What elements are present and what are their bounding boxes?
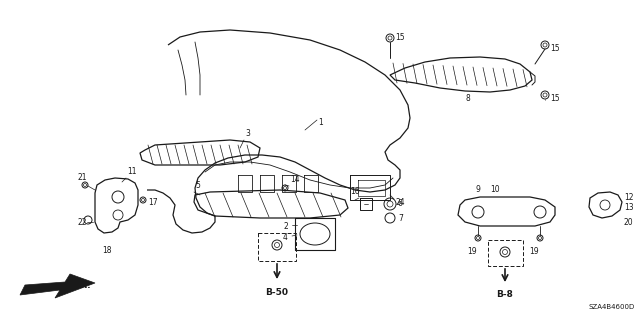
Text: 24: 24 [395, 198, 404, 207]
Text: 22: 22 [78, 218, 88, 227]
Text: 14: 14 [290, 175, 300, 184]
Text: 15: 15 [550, 94, 559, 103]
Text: 7: 7 [398, 214, 403, 223]
Text: B-8: B-8 [497, 290, 513, 299]
Text: 15: 15 [550, 44, 559, 53]
Text: 3: 3 [245, 129, 250, 138]
Text: 13: 13 [624, 203, 634, 212]
Text: 21: 21 [78, 173, 88, 182]
Text: 6: 6 [398, 199, 403, 208]
Text: 11: 11 [127, 167, 136, 176]
Text: 8: 8 [465, 94, 470, 103]
Text: 17: 17 [148, 198, 157, 207]
Text: 16: 16 [350, 187, 360, 196]
Text: 19: 19 [529, 247, 539, 256]
Text: 4: 4 [283, 233, 288, 242]
Text: FR.: FR. [75, 280, 90, 290]
Text: 2: 2 [283, 222, 288, 231]
Text: 10: 10 [490, 185, 500, 194]
Text: 5: 5 [195, 181, 200, 190]
Text: 20: 20 [624, 218, 634, 227]
Text: 9: 9 [475, 185, 480, 194]
Text: B-50: B-50 [266, 288, 289, 297]
Text: 19: 19 [467, 247, 477, 256]
Text: 12: 12 [624, 193, 634, 202]
Text: 1: 1 [318, 118, 323, 127]
Polygon shape [20, 274, 95, 298]
Text: 18: 18 [102, 246, 112, 255]
Text: SZA4B4600D: SZA4B4600D [589, 304, 635, 310]
Text: 15: 15 [395, 33, 404, 42]
